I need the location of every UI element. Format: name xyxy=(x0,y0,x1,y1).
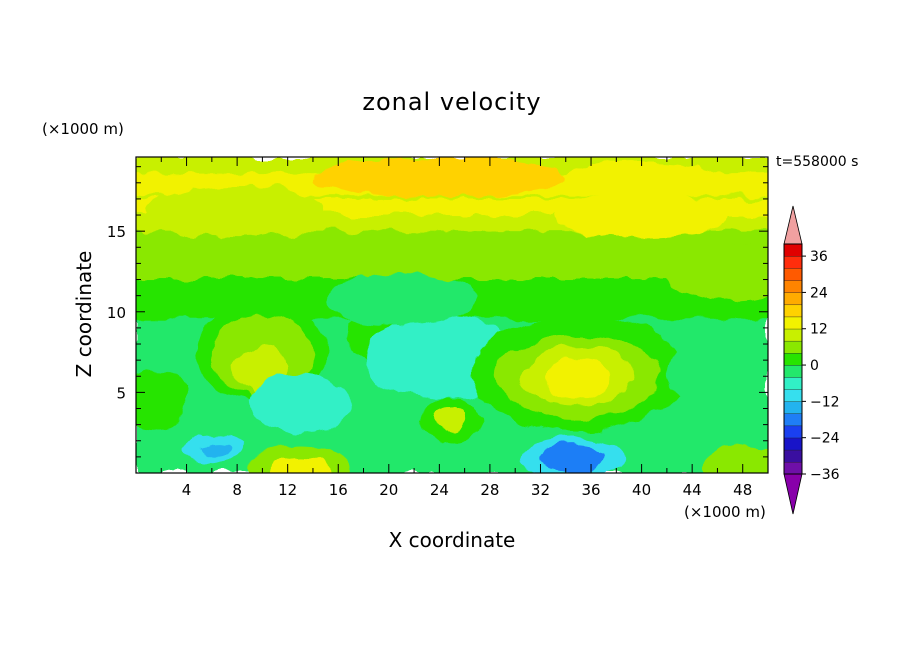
y-tick-label: 10 xyxy=(107,304,126,322)
z-axis-unit: (×1000 m) xyxy=(42,120,124,138)
colorbar-swatch xyxy=(783,413,803,427)
field-contour xyxy=(249,374,351,433)
field-contour xyxy=(269,456,331,473)
x-tick-label: 40 xyxy=(632,481,651,499)
x-tick-label: 44 xyxy=(683,481,702,499)
x-tick-label: 24 xyxy=(430,481,449,499)
colorbar-swatch xyxy=(783,425,803,439)
colorbar-tick-label: −36 xyxy=(810,467,840,483)
x-tick-label: 20 xyxy=(379,481,398,499)
field-contour xyxy=(436,406,468,433)
x-tick-label: 4 xyxy=(182,481,192,499)
time-label: t=558000 s xyxy=(776,154,859,170)
x-tick-label: 28 xyxy=(480,481,499,499)
colorbar-swatch xyxy=(783,292,803,306)
field-contour xyxy=(666,242,768,301)
velocity-field xyxy=(136,157,768,473)
colorbar-swatch xyxy=(783,352,803,366)
field-contour xyxy=(539,445,605,472)
colorbar: 36 24 12 0 −12 −24 −36 xyxy=(783,205,840,515)
x-axis-unit: (×1000 m) xyxy=(684,503,766,521)
field-contour xyxy=(553,192,731,238)
x-tick-label: 12 xyxy=(278,481,297,499)
colorbar-tick-label: 24 xyxy=(810,285,828,301)
colorbar-swatch xyxy=(783,280,803,293)
colorbar-swatch xyxy=(783,401,803,414)
x-tick-label: 8 xyxy=(232,481,242,499)
x-tick-label: 48 xyxy=(733,481,752,499)
colorbar-swatch xyxy=(783,268,803,281)
colorbar-frame xyxy=(783,243,803,475)
colorbar-swatch xyxy=(783,340,803,354)
colorbar-swatch xyxy=(783,437,803,451)
colorbar-swatch xyxy=(783,461,803,475)
field-layer xyxy=(136,157,768,473)
colorbar-swatch xyxy=(783,243,803,257)
y-tick-label: 15 xyxy=(107,223,126,241)
colorbar-swatch xyxy=(783,376,803,390)
field-contour xyxy=(565,161,718,191)
colorbar-swatch xyxy=(783,304,803,318)
colorbar-tick-label: −12 xyxy=(810,394,840,410)
colorbar-tick-label: −24 xyxy=(810,431,840,447)
field-contour xyxy=(704,443,768,473)
field-contour xyxy=(325,273,478,325)
x-tick-label: 32 xyxy=(531,481,550,499)
field-band xyxy=(136,253,768,280)
field-contour xyxy=(545,360,612,399)
colorbar-swatch xyxy=(783,364,803,378)
y-tick-label: 5 xyxy=(116,384,126,402)
field-contour xyxy=(148,186,326,238)
colorbar-tick-label: 12 xyxy=(810,322,828,338)
x-axis-label: X coordinate xyxy=(388,528,516,552)
chart-title: zonal velocity xyxy=(362,88,542,116)
colorbar-swatch xyxy=(783,389,803,402)
colorbar-swatch xyxy=(783,328,803,342)
colorbar-swatch xyxy=(783,449,803,463)
field-contour xyxy=(666,340,768,412)
colorbar-swatch xyxy=(783,255,803,269)
colorbar-under-arrow xyxy=(783,473,803,515)
x-tick-label: 16 xyxy=(329,481,348,499)
x-tick-label: 36 xyxy=(581,481,600,499)
field-contour xyxy=(136,368,186,433)
colorbar-tick-label: 0 xyxy=(810,358,819,374)
colorbar-tick-label: 36 xyxy=(810,249,828,265)
plot-frame xyxy=(135,156,769,474)
field-contour xyxy=(199,439,230,456)
colorbar-swatch xyxy=(783,316,803,330)
colorbar-over-arrow xyxy=(783,205,803,245)
field-contour xyxy=(407,157,522,178)
